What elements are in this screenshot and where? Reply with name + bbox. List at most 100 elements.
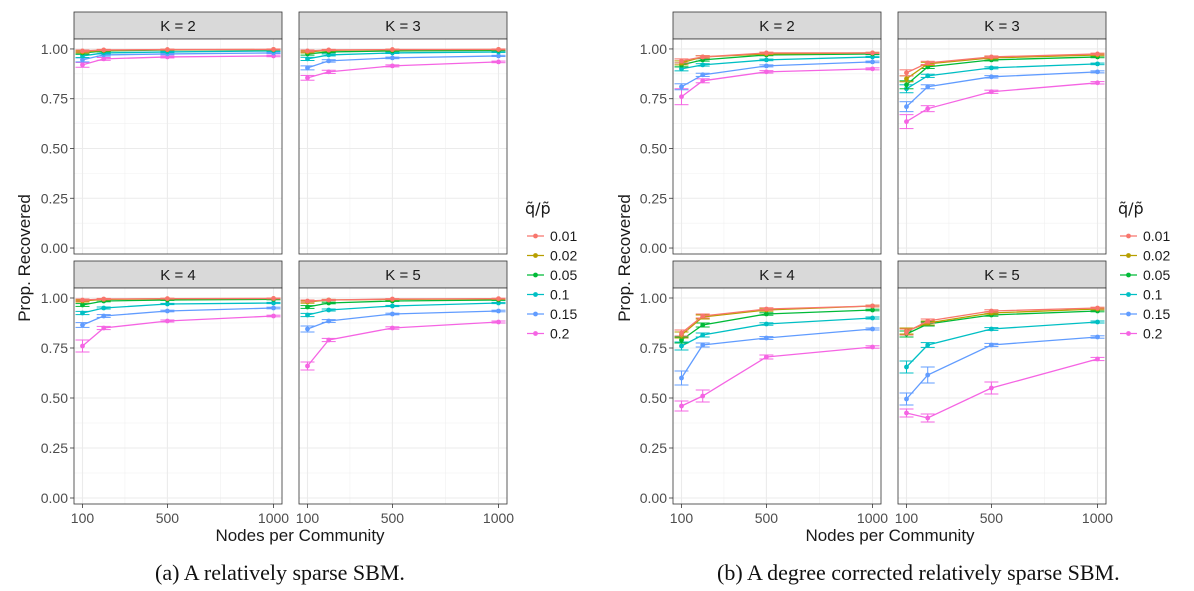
data-point xyxy=(496,59,501,65)
y-tick-label: 0.75 xyxy=(640,91,667,107)
data-point xyxy=(101,313,107,319)
x-tick-label: 100 xyxy=(895,510,919,526)
x-tick-label: 1000 xyxy=(483,510,514,526)
series-0.2 xyxy=(674,66,880,106)
data-point xyxy=(80,322,85,328)
series-0.01 xyxy=(899,305,1105,336)
y-axis-label: Prop. Recovered xyxy=(615,194,634,322)
series-line xyxy=(82,298,274,306)
y-tick-label: 1.00 xyxy=(41,290,68,306)
data-point xyxy=(925,318,931,324)
data-point xyxy=(700,78,706,84)
series-0.15 xyxy=(75,305,281,328)
data-point xyxy=(164,47,170,52)
series-0.15 xyxy=(674,326,880,386)
data-point xyxy=(80,310,85,316)
series-line xyxy=(681,346,873,407)
facet-title: K = 2 xyxy=(759,18,794,35)
data-point xyxy=(870,326,875,332)
data-point xyxy=(904,104,909,110)
series-0.2 xyxy=(75,313,281,353)
facet-panel-b-3: K = 4 0.00 0.25 0.50 0.75 1.00 100 500 1000 xyxy=(640,260,888,526)
panel-border xyxy=(897,38,1107,255)
facet-strip xyxy=(298,260,508,289)
data-point xyxy=(305,326,310,332)
legend-item-0.1: 0.1 xyxy=(527,287,570,303)
facet-strip xyxy=(298,11,508,40)
series-line xyxy=(307,51,499,60)
legend-label: 0.05 xyxy=(550,267,577,283)
series-0.01 xyxy=(75,46,281,54)
data-point xyxy=(389,296,395,302)
data-point xyxy=(326,47,332,53)
data-point xyxy=(763,57,769,63)
data-point xyxy=(305,75,310,81)
series-line xyxy=(906,307,1098,333)
data-point xyxy=(904,76,909,82)
data-point xyxy=(763,63,769,69)
facet-strip xyxy=(672,11,882,40)
data-point xyxy=(700,313,706,319)
data-point xyxy=(679,375,684,381)
panel-border xyxy=(73,38,283,255)
x-tick-label: 500 xyxy=(381,510,405,526)
series-line xyxy=(82,307,274,326)
data-point xyxy=(496,296,501,301)
y-tick-label: 0.75 xyxy=(41,91,68,107)
legend-key-point xyxy=(1126,311,1131,317)
data-point xyxy=(305,363,310,369)
data-point xyxy=(101,305,107,311)
legend-key-point xyxy=(1126,233,1131,239)
series-line xyxy=(82,50,274,57)
data-point xyxy=(80,62,85,68)
series-0.01 xyxy=(899,51,1105,77)
data-point xyxy=(80,57,85,63)
legend-item-0.02: 0.02 xyxy=(1120,248,1170,264)
series-line xyxy=(82,52,274,61)
y-tick-label: 0.50 xyxy=(640,390,667,406)
data-point xyxy=(1095,334,1100,340)
series-line xyxy=(307,310,499,330)
data-point xyxy=(326,337,332,343)
panel-border xyxy=(298,287,508,505)
series-line xyxy=(307,49,499,55)
data-point xyxy=(988,385,994,391)
facet-title: K = 4 xyxy=(759,267,794,284)
legend-label: 0.01 xyxy=(1143,228,1170,244)
data-point xyxy=(326,318,332,324)
data-point xyxy=(870,50,875,56)
y-tick-label: 0.50 xyxy=(41,390,68,406)
data-point xyxy=(389,47,395,52)
data-point xyxy=(271,313,276,319)
y-tick-label: 0.25 xyxy=(41,440,68,456)
data-point xyxy=(80,297,85,303)
data-point xyxy=(870,303,875,309)
data-point xyxy=(496,319,501,325)
data-point xyxy=(870,59,875,65)
panel-border xyxy=(672,287,882,505)
data-point xyxy=(305,298,310,304)
facet-title: K = 3 xyxy=(385,18,420,35)
data-point xyxy=(925,372,931,378)
series-line xyxy=(906,310,1098,335)
series-0.01 xyxy=(674,303,880,337)
data-point xyxy=(679,84,684,90)
facet-strip xyxy=(897,260,1107,289)
facet-panel-a-1: K = 2 0.00 0.25 0.50 0.75 1.00 xyxy=(41,11,283,256)
legend-key-point xyxy=(533,292,538,297)
legend-item-0.15: 0.15 xyxy=(527,306,577,322)
series-0.15 xyxy=(300,53,506,71)
data-point xyxy=(870,315,875,321)
data-point xyxy=(763,321,769,327)
panel-background xyxy=(673,39,881,254)
data-point xyxy=(496,46,501,52)
data-point xyxy=(389,55,395,61)
facet-panel-b-1: K = 2 0.00 0.25 0.50 0.75 1.00 xyxy=(640,11,882,256)
x-tick-label: 100 xyxy=(71,510,95,526)
x-tick-label: 500 xyxy=(755,510,779,526)
facet-title: K = 4 xyxy=(160,267,195,284)
y-tick-label: 0.00 xyxy=(41,490,68,506)
series-line xyxy=(82,297,274,301)
data-point xyxy=(389,325,395,331)
series-line xyxy=(82,315,274,347)
